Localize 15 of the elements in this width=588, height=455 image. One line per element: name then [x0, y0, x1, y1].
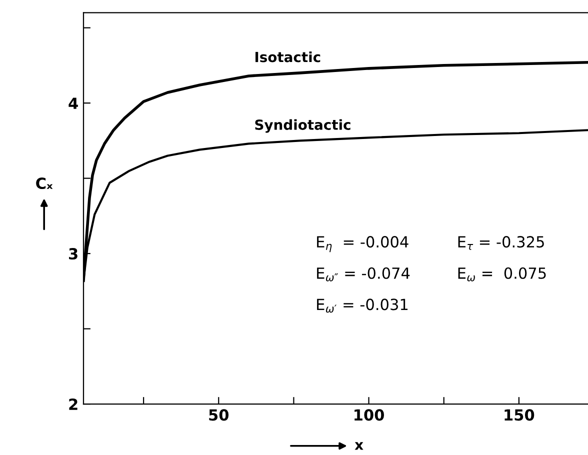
x-tick-label: 50 [209, 409, 229, 421]
y-tick-label: 2 [69, 398, 78, 410]
x-axis-title: x [354, 442, 364, 450]
y-tick-label: 3 [69, 248, 78, 260]
annotation: E$_{ω′}$ = -0.031 [317, 298, 408, 313]
x-tick-label: 150 [504, 409, 534, 421]
annotation: E$_{ω}$ = 0.075 [458, 267, 546, 282]
y-tick-label: 4 [68, 98, 78, 109]
annotation: E$_{ω″}$ = -0.074 [317, 267, 410, 282]
series-label: Isotactic [255, 52, 320, 62]
series-label: Syndiotactic [255, 119, 350, 133]
x-tick-label: 100 [354, 409, 384, 421]
annotation: E$_{η}$ = -0.004 [317, 236, 408, 252]
y-axis-title: Cₓ [36, 177, 53, 190]
annotation: E$_{τ}$ = -0.325 [458, 236, 544, 250]
